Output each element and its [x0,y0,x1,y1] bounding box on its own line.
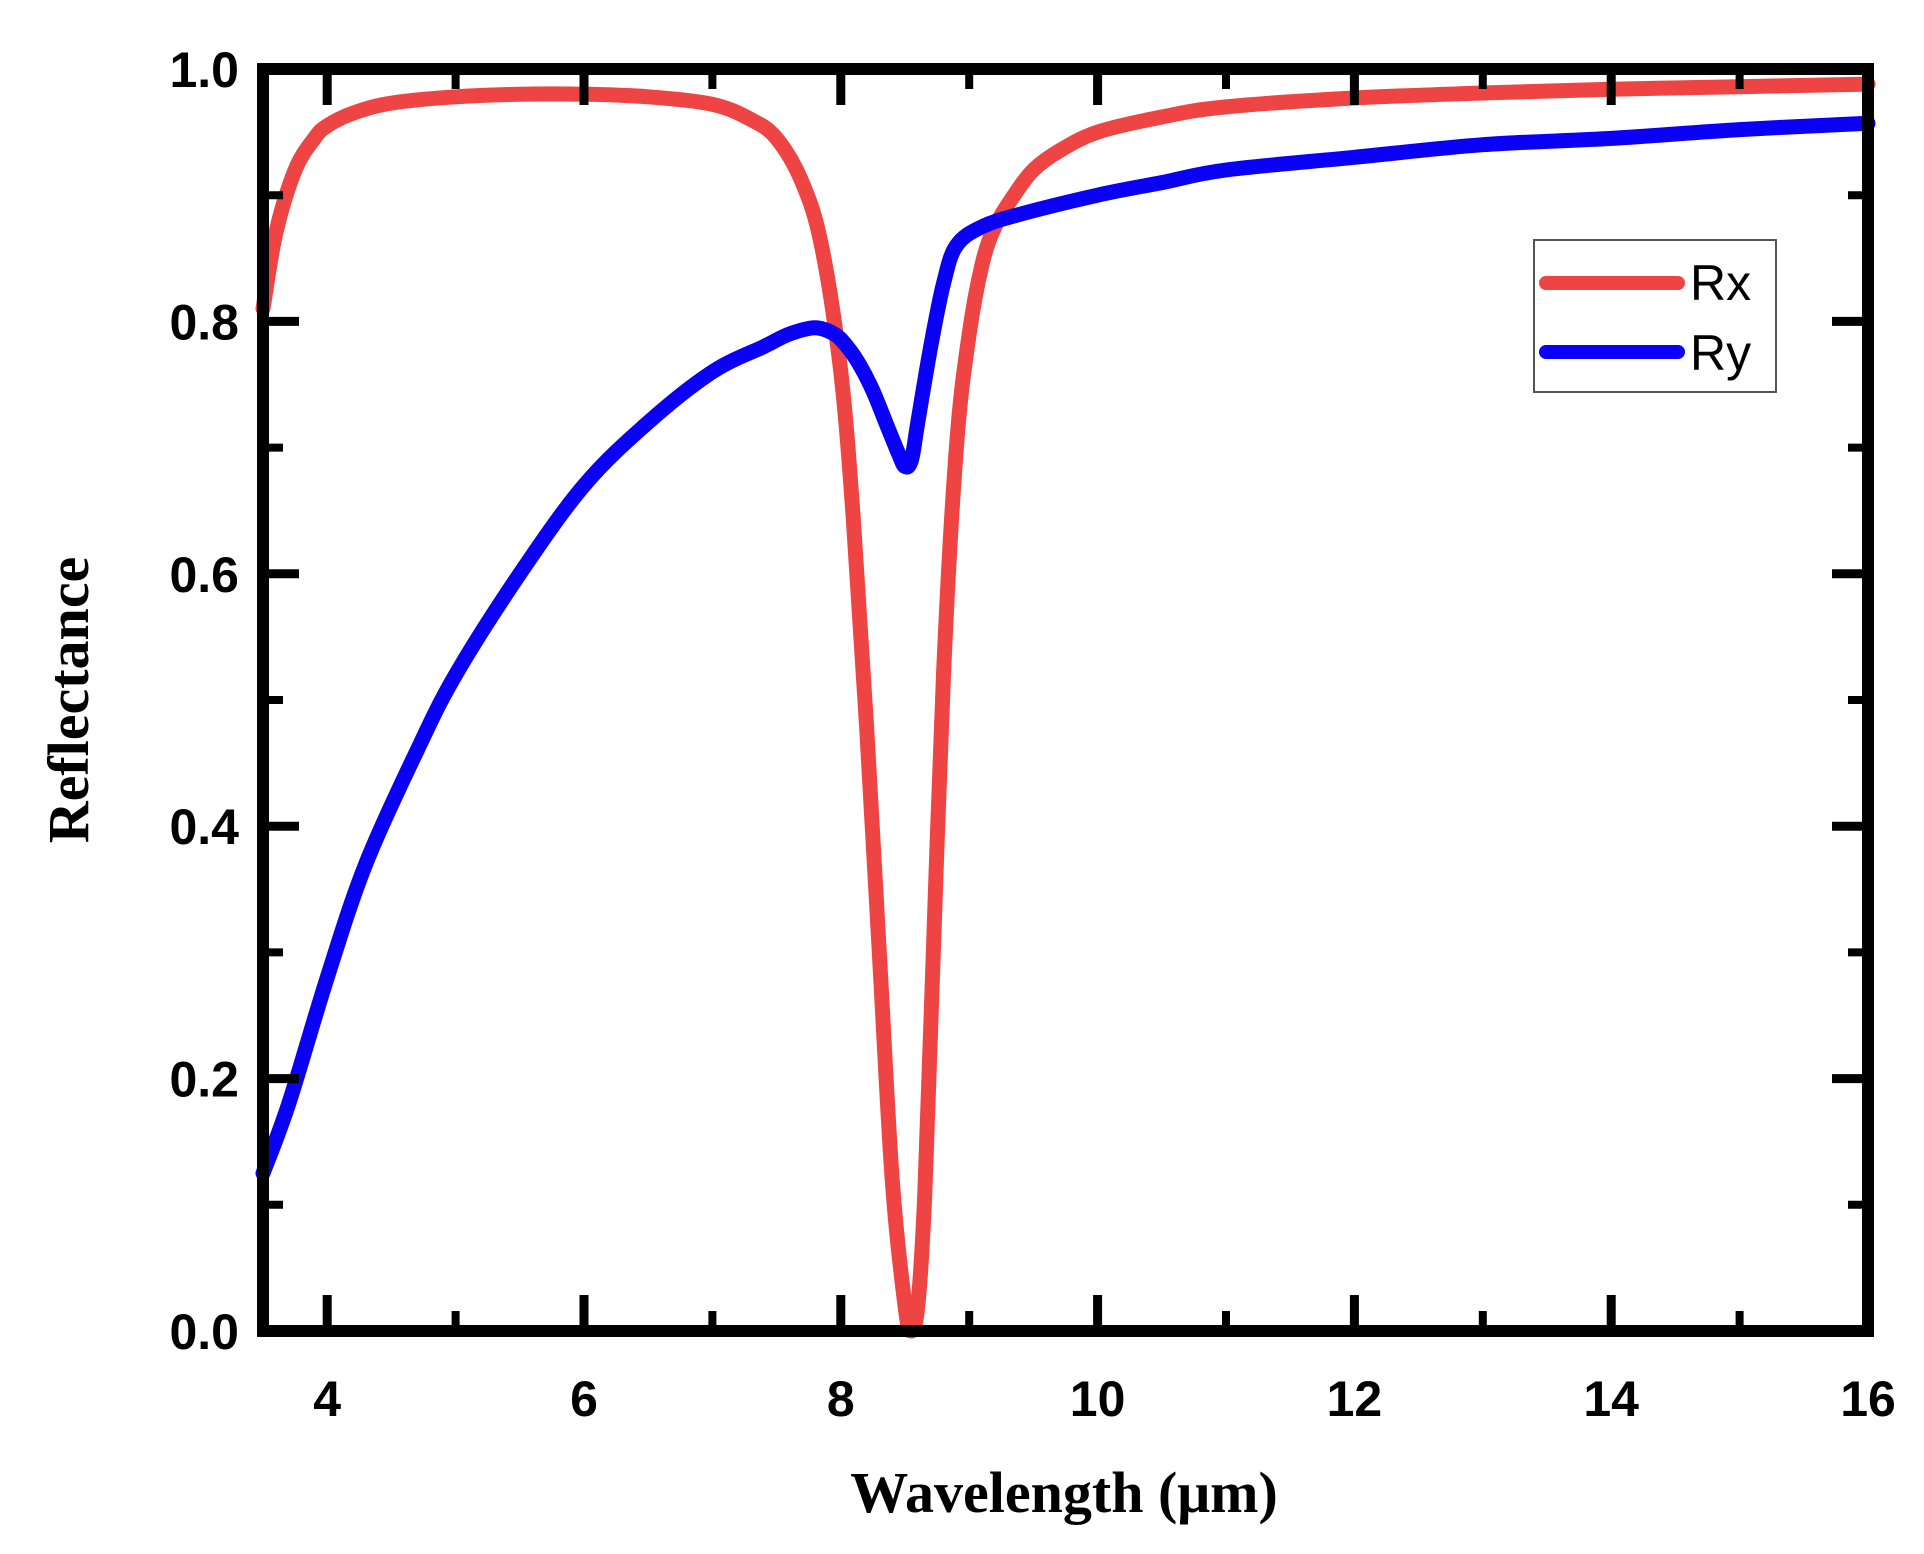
legend-label-rx: Rx [1690,255,1751,311]
x-tick-label: 10 [1070,1371,1126,1427]
legend-box [1533,239,1777,393]
y-tick-label: 1.0 [169,42,239,98]
x-axis-title: Wavelength (μm) [850,1460,1278,1525]
legend: Rx Ry [1533,239,1777,393]
y-tick-label: 0.4 [169,799,239,855]
series-line-ry [255,115,1876,1181]
x-tick-label: 12 [1327,1371,1383,1427]
y-tick-label: 0.2 [169,1052,239,1108]
legend-label-ry: Ry [1690,325,1751,381]
series-layer [255,76,1876,1339]
x-tick-label: 8 [827,1371,855,1427]
x-tick-label: 16 [1840,1371,1896,1427]
y-tick-label: 0.6 [169,547,239,603]
y-tick-label: 0.8 [169,294,239,350]
x-tick-label: 14 [1583,1371,1639,1427]
x-tick-label: 6 [570,1371,598,1427]
y-tick-label: 0.0 [169,1304,239,1360]
plot-frame [257,63,1874,1337]
series-line-rx [255,76,1876,1339]
y-axis-title: Reflectance [36,557,101,844]
x-tick-label: 4 [313,1371,341,1427]
